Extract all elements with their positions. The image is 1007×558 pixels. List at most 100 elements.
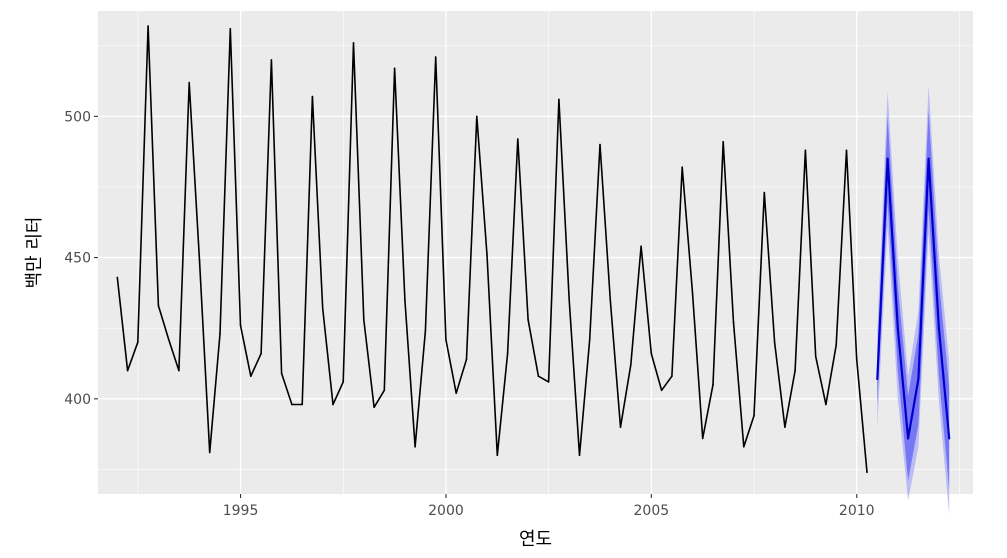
history-point — [137, 341, 139, 344]
history-point — [342, 381, 345, 383]
major-gridlines — [98, 11, 973, 494]
forecast-point — [937, 327, 941, 330]
history-point — [650, 352, 653, 355]
history-point — [188, 81, 190, 84]
forecast-point — [907, 437, 910, 440]
y-tick-label: 400 — [64, 392, 91, 408]
history-point — [527, 318, 529, 321]
x-tick-label: 2010 — [839, 503, 875, 519]
history-point — [414, 446, 416, 448]
history-point — [568, 299, 570, 301]
history-point — [722, 141, 724, 143]
history-point — [239, 324, 242, 327]
history-point — [773, 341, 776, 344]
history-point — [291, 403, 293, 406]
history-point — [280, 372, 283, 375]
history-point — [640, 245, 642, 248]
history-point — [219, 333, 221, 335]
history-point — [167, 338, 170, 341]
history-point — [332, 403, 334, 406]
history-point — [558, 98, 560, 101]
history-point — [157, 304, 160, 307]
history-point — [147, 25, 149, 27]
history-point — [701, 437, 704, 440]
history-point — [270, 59, 273, 61]
history-point — [250, 375, 252, 378]
history-point — [578, 454, 581, 457]
historical-series — [116, 25, 868, 474]
history-point — [486, 254, 488, 256]
history-point — [373, 406, 375, 409]
history-point — [794, 369, 796, 372]
history-point — [537, 375, 540, 378]
history-point — [743, 446, 745, 448]
history-point — [178, 369, 180, 372]
history-point — [712, 383, 714, 386]
history-point — [506, 352, 509, 355]
history-point — [383, 389, 386, 392]
history-point — [835, 344, 837, 346]
x-tick-label: 2005 — [634, 503, 670, 519]
history-point — [198, 259, 201, 262]
history-point — [393, 67, 396, 70]
history-point — [363, 318, 365, 321]
history-point — [229, 28, 232, 30]
history-point — [732, 321, 735, 324]
history-point — [753, 415, 755, 417]
forecast-point — [927, 157, 930, 160]
history-point — [845, 149, 848, 152]
history-point — [208, 451, 211, 454]
y-tick-label: 450 — [64, 251, 91, 267]
history-point — [609, 299, 612, 301]
forecast-point — [948, 437, 951, 440]
forecast-line — [876, 157, 951, 440]
history-point — [455, 392, 458, 395]
history-point — [404, 299, 406, 301]
history-point — [660, 389, 663, 392]
forecast-point — [917, 377, 920, 381]
y-axis-title: 백만 리터 — [24, 217, 45, 289]
history-point — [804, 149, 807, 152]
history-point — [619, 426, 622, 428]
history-point — [424, 330, 427, 332]
y-tick-label: 500 — [64, 109, 91, 125]
history-point — [496, 454, 499, 457]
history-point — [476, 115, 478, 118]
minor-gridlines — [98, 11, 973, 494]
history-point — [465, 358, 468, 361]
history-point — [599, 143, 601, 146]
forecast-point — [896, 327, 899, 330]
history-point — [352, 42, 355, 44]
history-point — [434, 56, 437, 58]
history-point — [784, 426, 786, 428]
x-axis: 1995 2000 2005 2010 — [223, 494, 875, 519]
history-point — [763, 191, 766, 194]
history-point — [445, 338, 447, 341]
history-point — [126, 369, 129, 372]
history-point — [630, 364, 632, 366]
history-point — [814, 355, 817, 358]
history-point — [588, 338, 591, 341]
history-point — [681, 166, 683, 168]
history-point — [321, 307, 324, 310]
y-axis: 400 450 500 — [64, 109, 98, 408]
plot-panel — [98, 11, 973, 494]
history-point — [855, 358, 858, 361]
history-point — [866, 471, 868, 474]
history-point — [825, 403, 827, 406]
history-point — [260, 352, 262, 355]
history-point — [311, 95, 314, 98]
x-axis-title: 연도 — [519, 529, 552, 550]
history-line — [116, 25, 868, 473]
history-point — [671, 375, 673, 378]
x-tick-label: 2000 — [428, 503, 464, 519]
history-point — [116, 276, 119, 279]
forecast-point — [876, 377, 879, 381]
history-point — [301, 403, 304, 406]
forecast-series — [876, 157, 951, 440]
history-point — [691, 290, 694, 293]
x-tick-label: 1995 — [223, 503, 259, 519]
history-point — [517, 138, 519, 140]
forecast-point — [886, 157, 889, 160]
